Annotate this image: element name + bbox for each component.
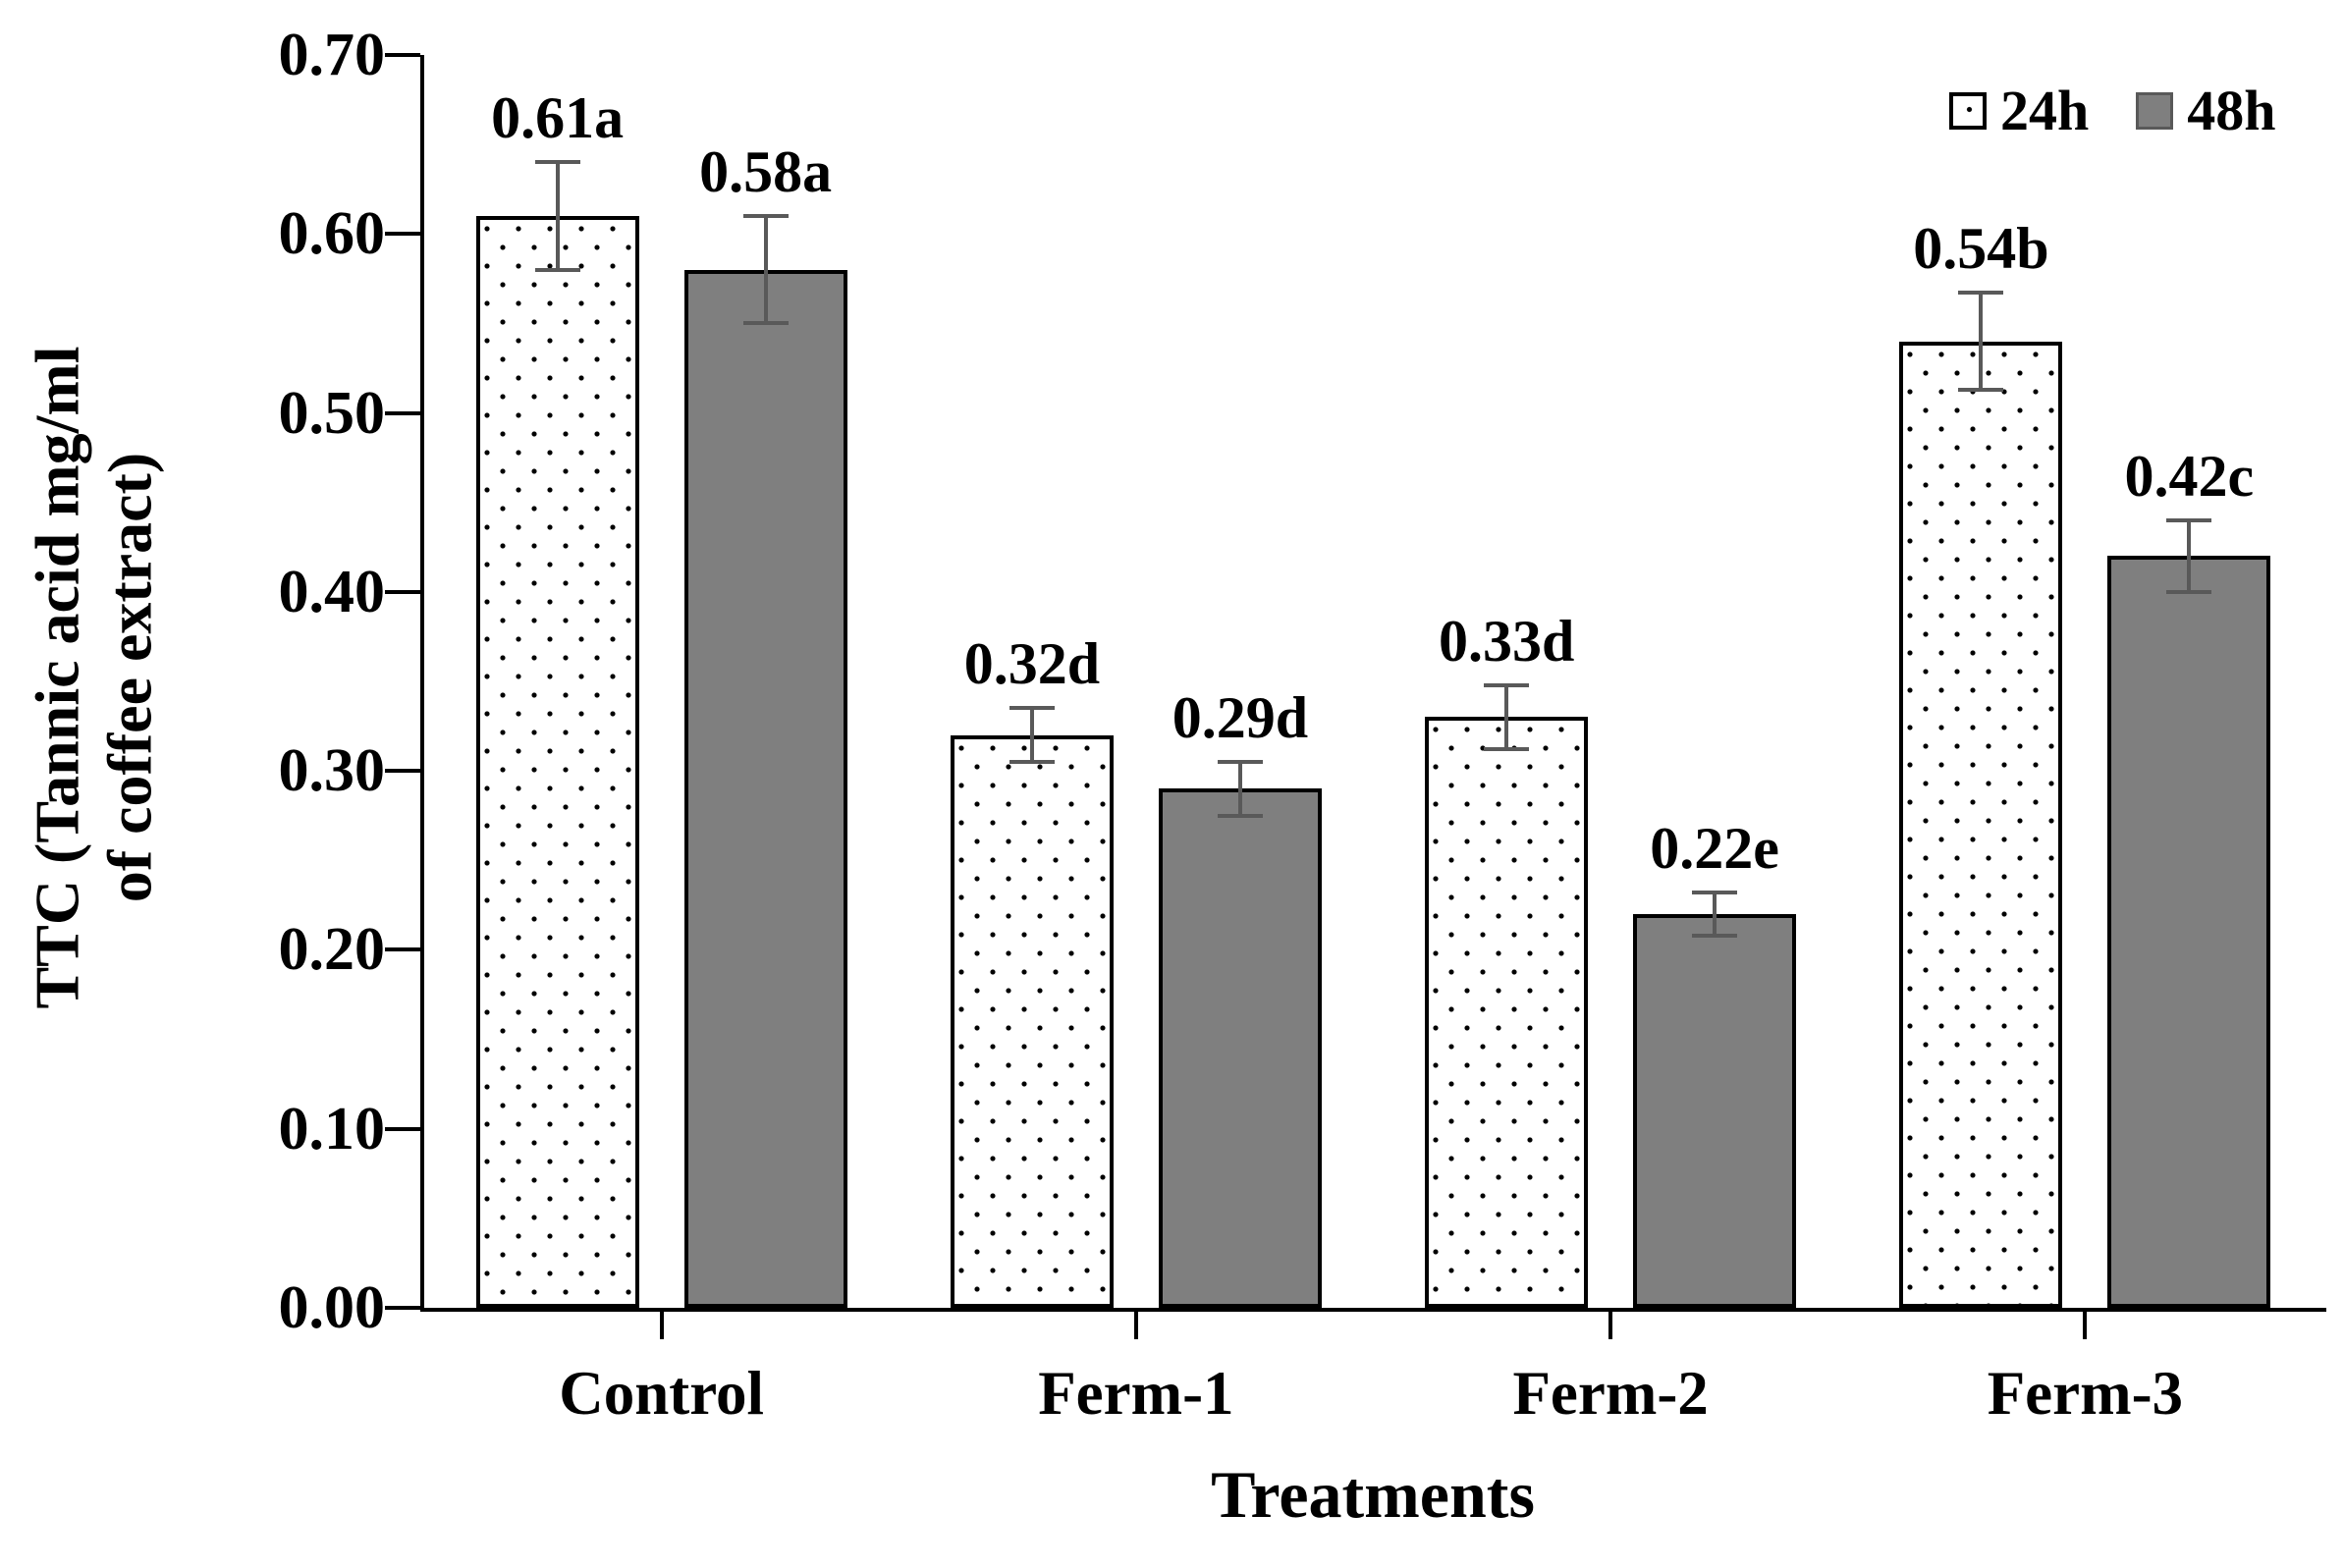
- data-label: 0.33d: [1438, 608, 1575, 674]
- bar-24h-Control: [475, 216, 639, 1308]
- error-bar-cap-top: [1958, 291, 2004, 296]
- legend: 24h 48h: [1949, 82, 2276, 139]
- error-bar-cap-bottom: [2166, 589, 2212, 594]
- x-tick: [659, 1312, 664, 1339]
- y-tick: [385, 232, 420, 237]
- error-bar-line: [1029, 708, 1034, 762]
- y-tick: [385, 769, 420, 774]
- error-bar-cap-bottom: [1484, 747, 1530, 752]
- data-label: 0.32d: [963, 631, 1101, 697]
- legend-swatch-48h-icon: [2136, 92, 2174, 130]
- error-bar-cap-top: [1484, 682, 1530, 687]
- error-bar-line: [763, 216, 768, 324]
- bar-24h-Ferm-2: [1425, 717, 1589, 1308]
- data-label: 0.29d: [1172, 685, 1309, 751]
- data-label: 0.42c: [2124, 443, 2255, 509]
- y-tick-label: 0.70: [278, 22, 386, 88]
- x-tick: [1133, 1312, 1138, 1339]
- bar-48h-Control: [683, 269, 847, 1308]
- legend-entry-24h: 24h: [1949, 82, 2089, 139]
- x-tick: [1608, 1312, 1613, 1339]
- error-bar-cap-top: [2166, 517, 2212, 522]
- error-bar-line: [555, 162, 560, 270]
- y-tick: [385, 947, 420, 952]
- y-axis-title-text: TTC (Tannic acid mg/ml of coffee extract…: [21, 346, 165, 1008]
- bar-48h-Ferm-3: [2107, 556, 2271, 1308]
- x-category-label: Ferm-3: [1987, 1359, 2184, 1428]
- x-category-label: Ferm-1: [1038, 1359, 1234, 1428]
- bar-24h-Ferm-1: [950, 734, 1114, 1308]
- bar-48h-Ferm-1: [1158, 788, 1322, 1308]
- y-axis-title-line2: of coffee extract): [94, 452, 164, 903]
- data-label: 0.22e: [1650, 816, 1779, 882]
- error-bar-cap-bottom: [1958, 387, 2004, 392]
- y-tick: [385, 1306, 420, 1310]
- x-category-label: Control: [559, 1359, 765, 1428]
- legend-label-48h: 48h: [2187, 79, 2276, 142]
- error-bar-cap-bottom: [534, 267, 580, 272]
- error-bar-cap-bottom: [1008, 760, 1055, 765]
- legend-entry-48h: 48h: [2136, 79, 2276, 142]
- error-bar-cap-bottom: [742, 321, 789, 326]
- error-bar-cap-bottom: [1217, 813, 1263, 818]
- data-label: 0.61a: [491, 85, 625, 151]
- x-axis-line: [420, 1308, 2326, 1312]
- x-category-label: Ferm-2: [1512, 1359, 1709, 1428]
- y-tick: [385, 53, 420, 57]
- y-tick-label: 0.20: [278, 916, 386, 984]
- y-tick-label: 0.10: [278, 1095, 386, 1162]
- y-tick-label: 0.00: [278, 1274, 386, 1341]
- error-bar-line: [1713, 892, 1717, 936]
- x-axis-title: Treatments: [1211, 1457, 1535, 1532]
- error-bar-cap-bottom: [1692, 933, 1738, 938]
- y-tick-label: 0.40: [278, 558, 386, 625]
- y-tick-label: 0.60: [278, 200, 386, 268]
- y-axis-title-line1: TTC (Tannic acid mg/ml: [22, 346, 92, 1009]
- legend-swatch-24h-icon: [1949, 92, 1987, 130]
- y-tick: [385, 1126, 420, 1131]
- x-tick: [2083, 1312, 2088, 1339]
- y-tick: [385, 410, 420, 415]
- error-bar-line: [1504, 684, 1509, 750]
- y-tick-label: 0.50: [278, 379, 386, 447]
- error-bar-cap-top: [534, 160, 580, 165]
- y-tick: [385, 589, 420, 594]
- bar-24h-Ferm-3: [1899, 341, 2063, 1308]
- y-axis-line: [420, 55, 424, 1312]
- bar-48h-Ferm-2: [1633, 913, 1797, 1308]
- data-label: 0.54b: [1913, 216, 2049, 282]
- error-bar-line: [1979, 293, 1984, 390]
- error-bar-cap-top: [742, 214, 789, 219]
- error-bar-line: [1237, 762, 1242, 816]
- plot-area: 0.00 0.10 0.20 0.30 0.40 0.50 0.60 0.70 Control F…: [279, 22, 2322, 1428]
- error-bar-cap-top: [1217, 760, 1263, 765]
- error-bar-cap-top: [1692, 891, 1738, 895]
- error-bar-cap-top: [1008, 706, 1055, 711]
- y-tick-label: 0.30: [278, 737, 386, 805]
- error-bar-line: [2187, 519, 2192, 592]
- legend-label-24h: 24h: [2000, 79, 2090, 142]
- data-label: 0.58a: [699, 139, 833, 205]
